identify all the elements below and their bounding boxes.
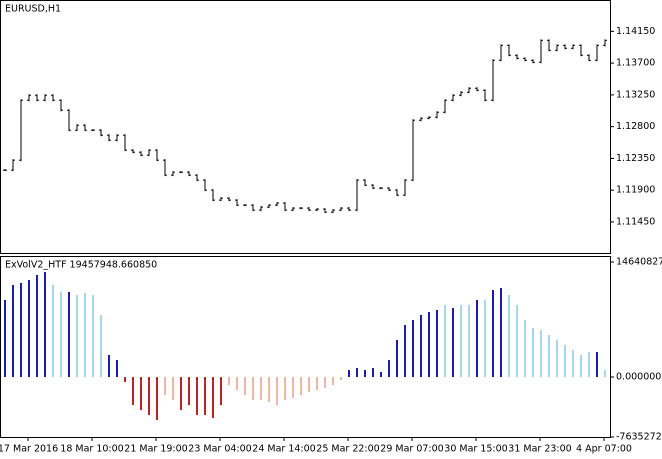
y-tick-label: 1.12350 <box>616 153 655 164</box>
x-tick-label: 24 Mar 14:00 <box>252 444 315 455</box>
y-tick-label: 1.11450 <box>616 216 655 227</box>
x-tick-label: 18 Mar 10:00 <box>60 444 123 455</box>
x-tick-label: 4 Apr 07:00 <box>576 444 632 455</box>
y-tick-label: 146408279 <box>616 257 662 268</box>
y-tick-label: -76352722. <box>616 432 662 443</box>
y-tick-label: 1.12800 <box>616 121 655 132</box>
y-tick-label: 0.000000 <box>616 372 661 383</box>
x-tick-label: 17 Mar 2016 <box>0 444 58 455</box>
y-tick-label: 1.11900 <box>616 185 655 196</box>
y-tick-label: 1.13700 <box>616 58 655 69</box>
x-tick-label: 29 Mar 07:00 <box>380 444 443 455</box>
indicator-title: ExVolV2_HTF 19457948.660850 <box>5 260 157 271</box>
chart-title: EURUSD,H1 <box>5 4 61 15</box>
x-tick-label: 23 Mar 04:00 <box>188 444 251 455</box>
y-tick-label: 1.13250 <box>616 89 655 100</box>
price-panel <box>0 0 611 254</box>
x-tick-label: 25 Mar 22:00 <box>316 444 379 455</box>
y-tick-label: 1.14150 <box>616 26 655 37</box>
x-tick-label: 30 Mar 15:00 <box>444 444 507 455</box>
x-tick-label: 31 Mar 23:00 <box>508 444 571 455</box>
x-tick-label: 21 Mar 19:00 <box>124 444 187 455</box>
